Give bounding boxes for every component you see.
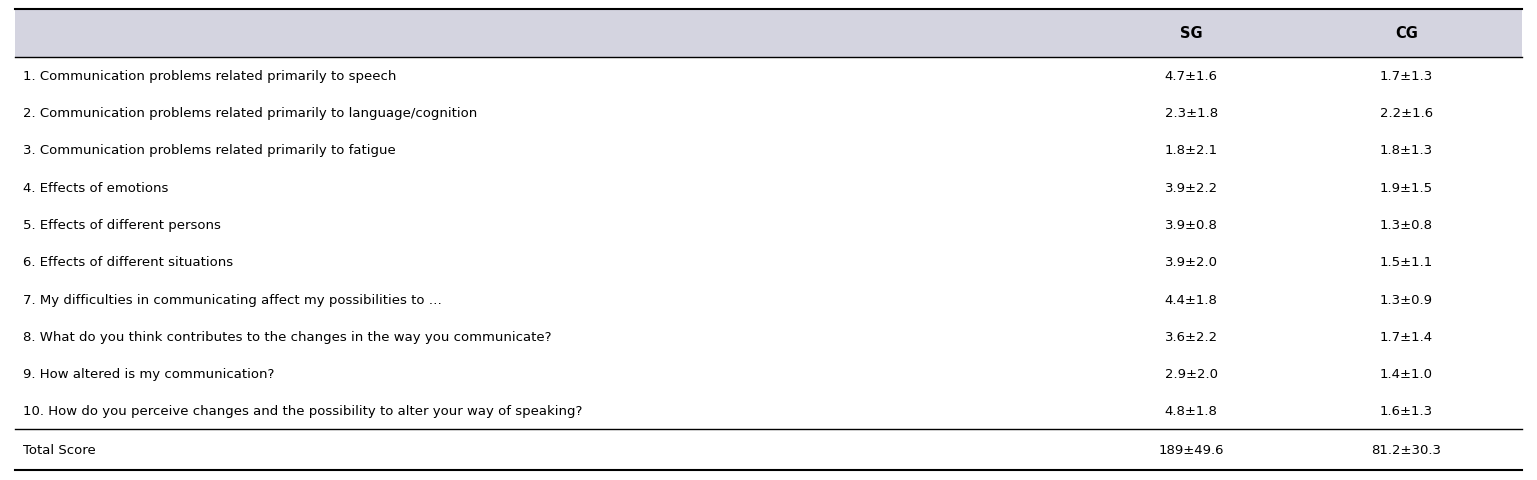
Text: 1.3±0.9: 1.3±0.9 xyxy=(1380,293,1432,306)
Text: 3.9±0.8: 3.9±0.8 xyxy=(1165,218,1217,231)
Text: 3.9±2.0: 3.9±2.0 xyxy=(1165,256,1217,269)
Bar xyxy=(15,132,1522,169)
Text: 9. How altered is my communication?: 9. How altered is my communication? xyxy=(23,367,275,380)
Text: Total Score: Total Score xyxy=(23,444,95,456)
Text: 1. Communication problems related primarily to speech: 1. Communication problems related primar… xyxy=(23,70,397,83)
Text: 1.4±1.0: 1.4±1.0 xyxy=(1380,367,1432,380)
Text: 81.2±30.3: 81.2±30.3 xyxy=(1371,444,1442,456)
Text: 8. What do you think contributes to the changes in the way you communicate?: 8. What do you think contributes to the … xyxy=(23,330,552,343)
Text: 1.3±0.8: 1.3±0.8 xyxy=(1380,218,1432,231)
Text: 4.8±1.8: 4.8±1.8 xyxy=(1165,405,1217,418)
Text: 4. Effects of emotions: 4. Effects of emotions xyxy=(23,181,169,194)
Bar xyxy=(15,244,1522,281)
Bar xyxy=(15,430,1522,470)
Bar xyxy=(15,95,1522,132)
Text: 3.9±2.2: 3.9±2.2 xyxy=(1165,181,1217,194)
Text: 2.2±1.6: 2.2±1.6 xyxy=(1380,107,1432,120)
Text: CG: CG xyxy=(1396,26,1417,41)
Bar xyxy=(15,355,1522,393)
Text: 1.7±1.3: 1.7±1.3 xyxy=(1380,70,1432,83)
Text: 2.9±2.0: 2.9±2.0 xyxy=(1165,367,1217,380)
Text: 2. Communication problems related primarily to language/cognition: 2. Communication problems related primar… xyxy=(23,107,478,120)
Text: 4.4±1.8: 4.4±1.8 xyxy=(1165,293,1217,306)
Bar xyxy=(15,393,1522,430)
Bar xyxy=(15,10,1522,58)
Text: 4.7±1.6: 4.7±1.6 xyxy=(1165,70,1217,83)
Text: SG: SG xyxy=(1180,26,1202,41)
Text: 1.7±1.4: 1.7±1.4 xyxy=(1380,330,1432,343)
Text: 189±49.6: 189±49.6 xyxy=(1159,444,1223,456)
Bar xyxy=(15,281,1522,318)
Text: 1.9±1.5: 1.9±1.5 xyxy=(1380,181,1432,194)
Text: 3.6±2.2: 3.6±2.2 xyxy=(1165,330,1217,343)
Text: 5. Effects of different persons: 5. Effects of different persons xyxy=(23,218,221,231)
Bar xyxy=(15,58,1522,95)
Text: 10. How do you perceive changes and the possibility to alter your way of speakin: 10. How do you perceive changes and the … xyxy=(23,405,583,418)
Text: 7. My difficulties in communicating affect my possibilities to …: 7. My difficulties in communicating affe… xyxy=(23,293,443,306)
Bar xyxy=(15,206,1522,244)
Text: 1.8±1.3: 1.8±1.3 xyxy=(1380,144,1432,157)
Text: 6. Effects of different situations: 6. Effects of different situations xyxy=(23,256,234,269)
Text: 2.3±1.8: 2.3±1.8 xyxy=(1165,107,1217,120)
Text: 1.5±1.1: 1.5±1.1 xyxy=(1380,256,1432,269)
Text: 1.6±1.3: 1.6±1.3 xyxy=(1380,405,1432,418)
Text: 3. Communication problems related primarily to fatigue: 3. Communication problems related primar… xyxy=(23,144,397,157)
Text: 1.8±2.1: 1.8±2.1 xyxy=(1165,144,1217,157)
Bar xyxy=(15,318,1522,355)
Bar xyxy=(15,169,1522,206)
